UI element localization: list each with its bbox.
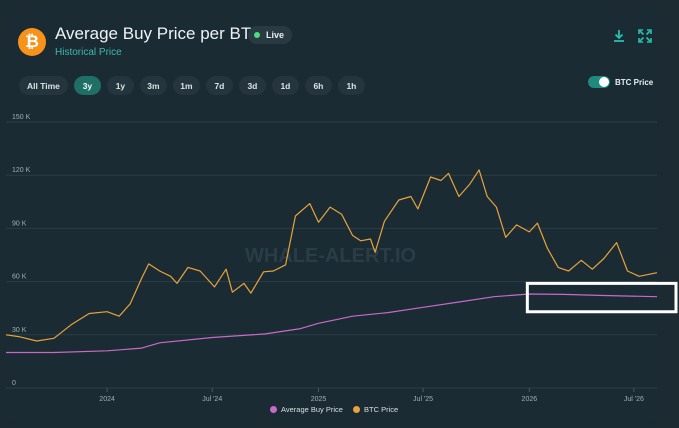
timeframe-button-3y[interactable]: 3y (73, 76, 101, 95)
toggle-knob (599, 77, 609, 87)
toggle-switch[interactable] (588, 76, 610, 88)
x-tick-label: Jul '26 (624, 396, 644, 403)
average-buy-price-line (6, 293, 658, 354)
page-subtitle: Historical Price (55, 47, 122, 58)
btc-price-toggle[interactable]: BTC Price (588, 76, 653, 88)
btc-price-line (5, 169, 658, 342)
download-icon[interactable] (611, 28, 627, 44)
timeframe-button-7d[interactable]: 7d (205, 76, 233, 95)
timeframe-button-3m[interactable]: 3m (139, 76, 167, 95)
timeframe-button-1m[interactable]: 1m (172, 76, 200, 95)
timeframe-selector: All Time 3y 1y 3m 1m 7d 3d 1d 6h 1h (19, 76, 365, 95)
x-tick-label: 2026 (522, 396, 538, 403)
timeframe-button-3d[interactable]: 3d (238, 76, 266, 95)
live-badge: Live (248, 26, 293, 44)
live-label: Live (266, 30, 285, 40)
legend-label: BTC Price (363, 405, 399, 414)
chart-card (4, 4, 660, 424)
legend-dot-icon (352, 406, 360, 413)
highlight-box (525, 281, 678, 314)
legend-label: Average Buy Price (281, 405, 343, 414)
expand-icon[interactable] (637, 28, 653, 44)
y-tick-label: 60 K (12, 274, 27, 281)
x-tick-label: 2025 (311, 396, 327, 403)
timeframe-button-1y[interactable]: 1y (106, 76, 134, 95)
y-tick-label: 120 K (12, 167, 31, 174)
legend-item-average-buy-price[interactable]: Average Buy Price (270, 405, 343, 414)
legend-item-btc-price[interactable]: BTC Price (352, 405, 399, 414)
watermark: WHALE-ALERT.IO (245, 245, 416, 267)
x-tick-label: Jul '24 (202, 396, 222, 403)
bitcoin-logo-icon: ₿ (18, 28, 46, 56)
timeframe-button-1d[interactable]: 1d (271, 76, 299, 95)
toggle-label: BTC Price (615, 77, 654, 87)
y-tick-label: 0 (12, 380, 16, 387)
x-tick-label: Jul '25 (413, 396, 433, 403)
y-tick-label: 150 K (12, 114, 31, 121)
timeframe-button-6h[interactable]: 6h (304, 76, 332, 95)
legend-dot-icon (270, 406, 277, 413)
x-tick-label: 2024 (99, 396, 115, 403)
timeframe-button-all-time[interactable]: All Time (19, 76, 68, 95)
chart-legend: Average Buy Price BTC Price (270, 405, 398, 414)
timeframe-button-1h[interactable]: 1h (337, 76, 365, 95)
live-dot-icon (254, 32, 260, 38)
page-title: Average Buy Price per BTC (55, 24, 264, 43)
y-tick-label: 30 K (12, 327, 27, 334)
y-tick-label: 90 K (12, 220, 27, 227)
